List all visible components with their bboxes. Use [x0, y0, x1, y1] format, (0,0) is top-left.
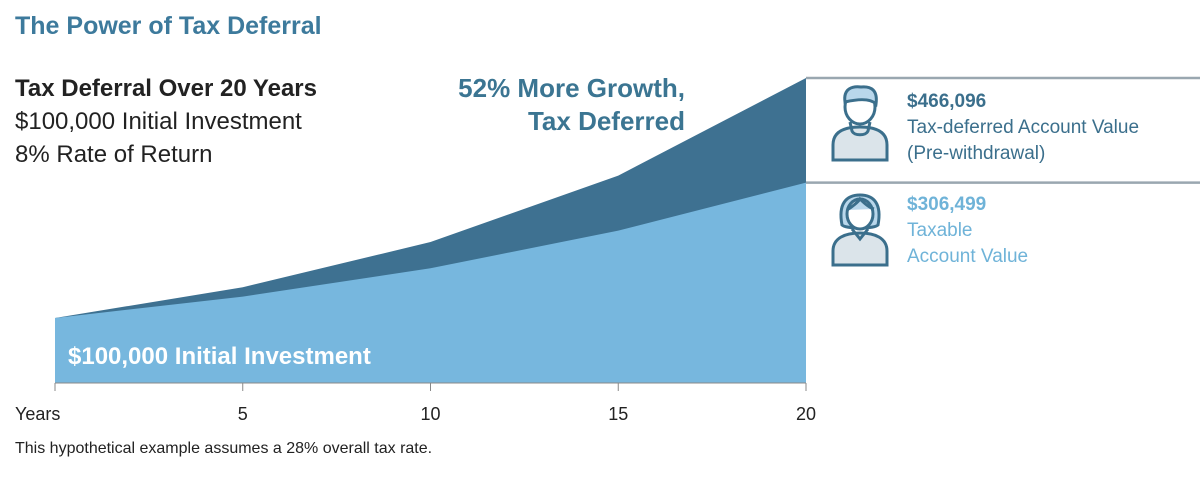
subtitle-heading: Tax Deferral Over 20 Years: [15, 75, 317, 102]
growth-callout-line-1: 52% More Growth,: [458, 73, 685, 103]
x-tick-label: 20: [796, 404, 816, 424]
subtitle-line-2: 8% Rate of Return: [15, 141, 213, 168]
legend-taxable-label-2: Account Value: [907, 246, 1029, 267]
x-tick-label: 15: [608, 404, 628, 424]
subtitle-block: Tax Deferral Over 20 Years $100,000 Init…: [15, 72, 317, 171]
growth-callout-line-2: Tax Deferred: [527, 106, 685, 136]
man-avatar-icon: [831, 85, 889, 162]
x-tick-label: 10: [420, 404, 440, 424]
x-axis-title: Years: [15, 404, 60, 424]
initial-investment-label: $100,000 Initial Investment: [68, 343, 371, 370]
subtitle-line-1: $100,000 Initial Investment: [15, 108, 302, 135]
series-area-taxable: [55, 182, 806, 383]
legend-taxable: $306,499 Taxable Account Value: [907, 192, 1028, 270]
legend-tax-deferred-value: $466,096: [907, 91, 987, 112]
legend-tax-deferred: $466,096 Tax-deferred Account Value (Pre…: [907, 89, 1139, 167]
footnote: This hypothetical example assumes a 28% …: [15, 440, 433, 457]
woman-avatar-icon: [831, 193, 889, 267]
legend-taxable-value: $306,499: [907, 194, 987, 215]
legend-taxable-label-1: Taxable: [907, 220, 973, 241]
growth-callout: 52% More Growth, Tax Deferred: [380, 72, 685, 138]
x-axis-ticks: 5 10 15 20: [54, 383, 816, 424]
x-tick-label: 5: [238, 404, 248, 424]
chart-title: The Power of Tax Deferral: [15, 12, 322, 40]
legend-tax-deferred-label-2: (Pre-withdrawal): [907, 143, 1046, 164]
legend-tax-deferred-label-1: Tax-deferred Account Value: [907, 117, 1140, 138]
